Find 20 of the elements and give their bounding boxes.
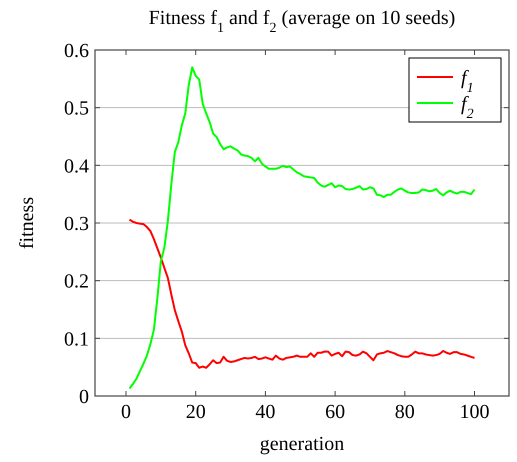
x-tick-label: 0 — [121, 401, 132, 423]
y-tick-label: 0.6 — [64, 40, 89, 62]
y-tick-label: 0.1 — [64, 328, 89, 350]
line-series — [128, 218, 476, 369]
line-series — [128, 66, 476, 390]
y-tick-label: 0.5 — [64, 98, 89, 120]
y-axis-title: fitness — [16, 196, 38, 250]
y-tick-label: 0 — [79, 386, 89, 408]
y-tick-label: 0.4 — [64, 155, 89, 178]
x-tick-label: 40 — [255, 401, 276, 423]
chart-title: Fitness f$_{1}$ and f$_{2}$ (average on 10 seeds) — [148, 7, 456, 36]
x-tick-label: 60 — [325, 401, 346, 423]
x-tick-label: 80 — [394, 401, 415, 423]
y-tick-label: 0.2 — [64, 270, 89, 293]
x-tick-label: 20 — [186, 401, 206, 423]
legend-label: f$_{2}$ — [461, 93, 474, 122]
y-tick-label: 0.3 — [64, 213, 89, 235]
legend-label: f$_{1}$ — [461, 67, 474, 96]
x-tick-label: 100 — [460, 401, 490, 423]
x-axis-title: generation — [260, 433, 344, 455]
